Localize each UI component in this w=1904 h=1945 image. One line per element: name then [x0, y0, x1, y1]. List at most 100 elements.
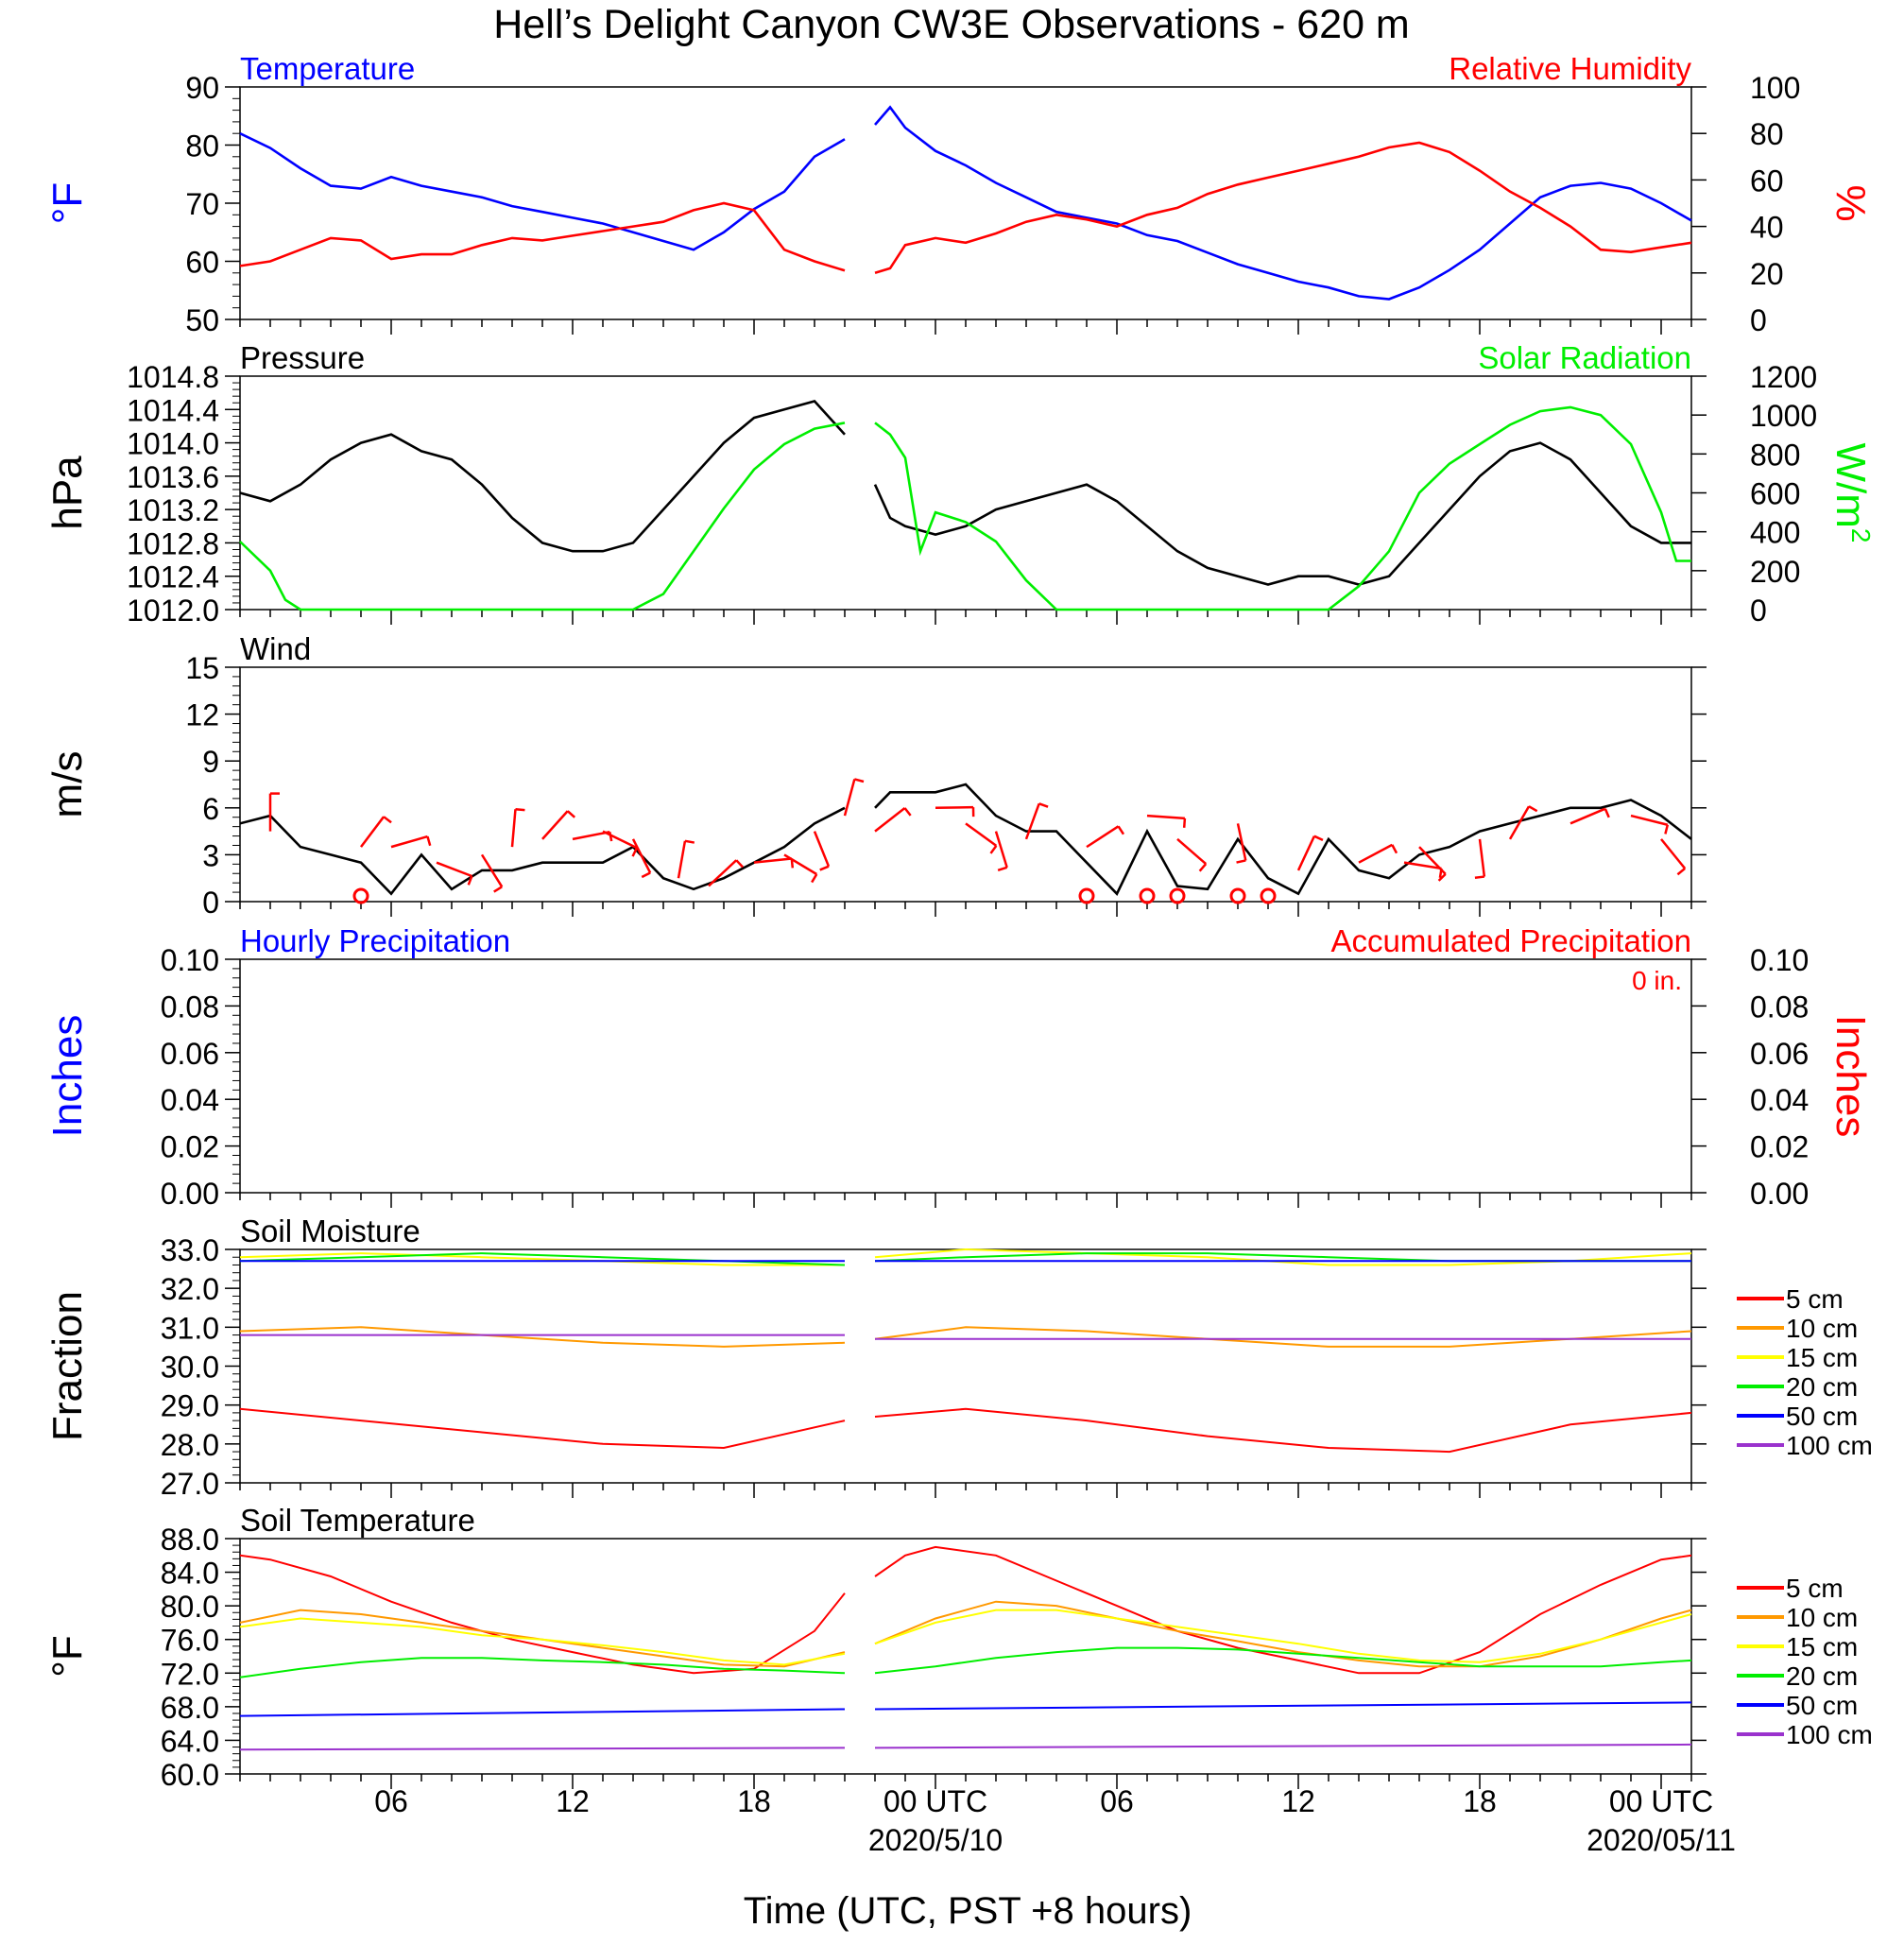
wind-barb: [1478, 838, 1486, 877]
x-tick-label: 18: [737, 1784, 771, 1818]
wind-barb: [572, 831, 610, 841]
y-tick-label-right: 200: [1750, 555, 1800, 589]
calm-wind-circle: [1260, 887, 1277, 904]
panel-temperature-rh: 50 60 70 80 90 0 20 40 60 80 100 Temperature Relativ…: [44, 51, 1874, 337]
y-tick-label-left: 6: [202, 792, 219, 826]
wind-barb: [1418, 846, 1447, 875]
wind-barb-flag: [811, 873, 818, 884]
y-tick-label-left: 0.06: [161, 1037, 219, 1071]
panel-title-left: Soil Moisture: [240, 1213, 420, 1248]
wind-barb-flag: [631, 847, 639, 857]
panel-title-left: Hourly Precipitation: [240, 923, 510, 958]
wind-barb: [1176, 837, 1208, 866]
y-tick-label-left: 0.10: [161, 943, 219, 977]
wind-barb: [1296, 835, 1316, 871]
series-line-15-cm: [239, 1617, 846, 1666]
y-axis-label-left: hPa: [44, 456, 91, 530]
series-line-5-cm: [239, 1554, 846, 1675]
y-tick-label-right: 0: [1750, 303, 1767, 337]
wind-barb-flag: [1198, 863, 1208, 872]
wind-barb: [1508, 805, 1531, 840]
y-tick-label-left: 15: [185, 651, 219, 685]
series-line-5-cm: [874, 1545, 1692, 1675]
wind-barb-flag: [735, 859, 744, 869]
series-line-10-cm: [874, 1326, 1692, 1348]
legend-entry: 100 cm: [1786, 1431, 1873, 1460]
y-tick-label-left: 1014.8: [127, 360, 219, 394]
y-tick-label-left: 1012.8: [127, 526, 219, 560]
y-tick-label-left: 72.0: [161, 1657, 219, 1691]
wind-barb: [677, 840, 687, 879]
y-tick-label-right: 1000: [1750, 399, 1817, 433]
series-line-10-cm: [239, 1609, 846, 1668]
panel-pressure-solar: 1012.01012.41012.81013.21013.61014.01014…: [44, 340, 1876, 628]
panel-soil-temperature: 60.064.068.072.076.080.084.088.0 Soil Tem…: [44, 1503, 1873, 1792]
y-tick-label-left: 70: [185, 187, 219, 221]
wind-barb-flag: [684, 839, 695, 844]
series-line-20-cm: [874, 1646, 1692, 1675]
y-tick-label-left: 76.0: [161, 1624, 219, 1658]
series-line-relative-humidity: [239, 201, 846, 272]
y-tick-label-right: 600: [1750, 477, 1800, 511]
wind-barb-flag: [997, 866, 1008, 871]
wind-barb-flag: [1313, 835, 1324, 842]
y-tick-label-left: 90: [185, 71, 219, 105]
plot-frame: [239, 1248, 1692, 1484]
y-tick-label-left: 0.08: [161, 990, 219, 1024]
wind-barb-flag: [493, 886, 503, 893]
wind-barb-flag: [467, 875, 473, 886]
panel-title-left: Soil Temperature: [240, 1503, 475, 1538]
y-tick-label-left: 60.0: [161, 1758, 219, 1792]
plot-frame: [239, 1538, 1692, 1775]
series-line-50-cm: [874, 1701, 1692, 1711]
y-axis-label-left: Inches: [44, 1015, 91, 1138]
series-line-15-cm: [874, 1248, 1692, 1266]
wind-barb-flag: [1182, 818, 1187, 828]
panel-title-right: Accumulated Precipitation: [1330, 923, 1691, 958]
calm-wind-circle: [1139, 887, 1156, 904]
y-tick-label-left: 88.0: [161, 1523, 219, 1557]
y-tick-label-left: 30.0: [161, 1351, 219, 1385]
series-line-100-cm: [874, 1743, 1692, 1749]
calm-wind-circle: [352, 887, 369, 904]
wind-barb: [541, 810, 569, 840]
y-tick-label-right: 60: [1750, 164, 1784, 198]
y-tick-label-right: 0.02: [1750, 1130, 1809, 1164]
wind-barb-flag: [515, 808, 525, 812]
panel-soil-moisture: 27.0 28.0 29.0 30.0 31.0 32.0 33.0 Soil Moistur…: [44, 1213, 1873, 1501]
wind-barb: [1630, 814, 1669, 826]
wind-barb-flag: [1236, 859, 1246, 864]
wind-barb: [1236, 823, 1247, 861]
y-tick-label-right: 0.06: [1750, 1037, 1809, 1071]
x-tick-label: 12: [1281, 1784, 1315, 1818]
plot-frame: [239, 86, 1692, 320]
plot-frame: [239, 375, 1692, 611]
wind-barb-flag: [819, 865, 830, 871]
y-axis-label-left: °F: [44, 1635, 91, 1677]
wind-barb: [708, 859, 738, 887]
y-tick-label-right: 0.08: [1750, 990, 1809, 1024]
wind-barb-flag: [1391, 844, 1398, 854]
accumulation-annotation: 0 in.: [1632, 966, 1682, 995]
wind-barb-flag: [1038, 802, 1049, 808]
panel-title-left: Wind: [240, 631, 311, 666]
calm-wind-circle: [1169, 887, 1186, 904]
series-line-solar-radiation: [874, 405, 1691, 611]
x-tick-label: 06: [374, 1784, 408, 1818]
y-tick-label-left: 50: [185, 303, 219, 337]
legend-entry: 15 cm: [1786, 1343, 1858, 1372]
series-line-temperature: [874, 105, 1692, 301]
series-line-wind: [239, 806, 846, 896]
x-tick-label: 18: [1463, 1784, 1497, 1818]
legend-entry: 20 cm: [1786, 1661, 1858, 1691]
y-tick-label-left: 31.0: [161, 1311, 219, 1345]
y-tick-label-right: 80: [1750, 117, 1784, 151]
wind-barb: [783, 853, 817, 876]
wind-barb: [1403, 861, 1442, 870]
y-tick-label-left: 32.0: [161, 1272, 219, 1306]
wind-barb: [390, 835, 428, 849]
y-tick-label-left: 80: [185, 129, 219, 164]
legend-entry: 10 cm: [1786, 1314, 1858, 1343]
